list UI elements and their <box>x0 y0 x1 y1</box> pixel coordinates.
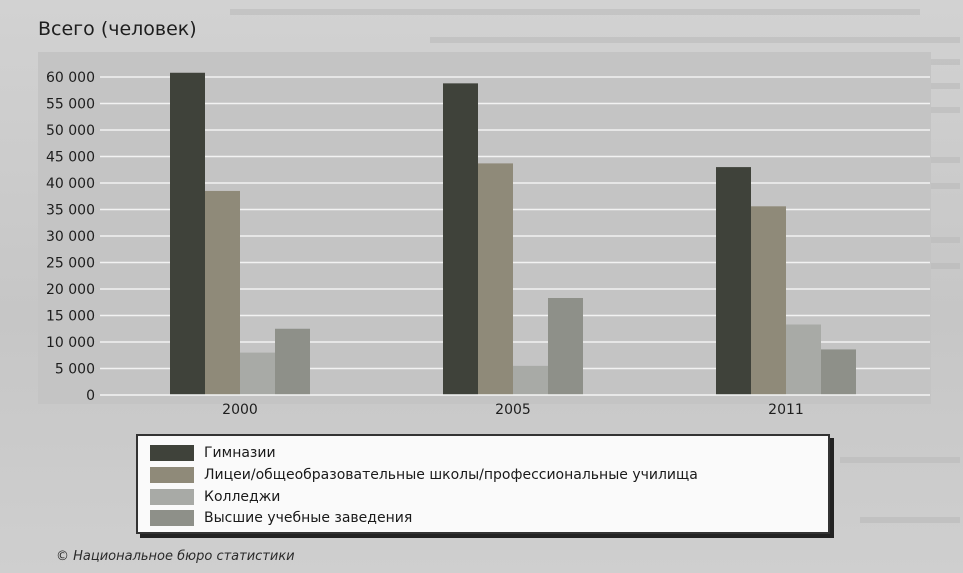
y-tick-label: 40 000 <box>46 176 95 192</box>
bar <box>716 167 751 395</box>
legend-swatch <box>150 467 194 483</box>
y-tick-label: 0 <box>86 388 95 404</box>
y-tick-label: 10 000 <box>46 335 95 351</box>
chart-title: Всего (человек) <box>38 18 197 40</box>
bar <box>548 298 583 395</box>
y-tick-label: 60 000 <box>46 70 95 86</box>
y-tick-label: 20 000 <box>46 282 95 298</box>
legend-label: Колледжи <box>204 489 281 505</box>
bar <box>240 352 275 395</box>
bar <box>751 206 786 395</box>
bar <box>513 365 548 395</box>
y-axis-ticks: 0 5 000 10 000 15 000 20 000 25 000 30 000 35 0… <box>46 70 95 404</box>
legend-item-gymnasiums: Гимназии <box>150 443 276 463</box>
bars <box>170 72 856 396</box>
y-tick-label: 5 000 <box>55 362 95 378</box>
y-tick-label: 15 000 <box>46 309 95 325</box>
bar <box>821 349 856 395</box>
legend-label: Высшие учебные заведения <box>204 510 413 526</box>
bar <box>205 190 240 395</box>
legend-label: Гимназии <box>204 445 276 461</box>
y-tick-label: 35 000 <box>46 203 95 219</box>
bar <box>275 328 310 395</box>
y-tick-label: 50 000 <box>46 123 95 139</box>
bar <box>478 163 513 395</box>
x-axis-ticks: 2000 2005 2011 <box>222 402 804 418</box>
bar <box>170 72 205 395</box>
legend-swatch <box>150 510 194 526</box>
legend-swatch <box>150 489 194 505</box>
y-tick-label: 30 000 <box>46 229 95 245</box>
y-tick-label: 45 000 <box>46 150 95 166</box>
y-tick-label: 55 000 <box>46 97 95 113</box>
bar <box>443 83 478 396</box>
legend-swatch <box>150 445 194 461</box>
legend-label: Лицеи/общеобразовательные школы/професси… <box>204 467 698 483</box>
x-tick-label: 2011 <box>768 402 804 418</box>
x-tick-label: 2000 <box>222 402 258 418</box>
x-tick-label: 2005 <box>495 402 531 418</box>
legend: Гимназии Лицеи/общеобразовательные школы… <box>136 434 830 534</box>
legend-item-lyceums: Лицеи/общеобразовательные школы/професси… <box>150 465 698 485</box>
source-credit: © Национальное бюро статистики <box>56 549 295 564</box>
bar <box>786 324 821 395</box>
legend-item-universities: Высшие учебные заведения <box>150 508 412 528</box>
y-tick-label: 25 000 <box>46 256 95 272</box>
legend-item-colleges: Колледжи <box>150 487 280 507</box>
